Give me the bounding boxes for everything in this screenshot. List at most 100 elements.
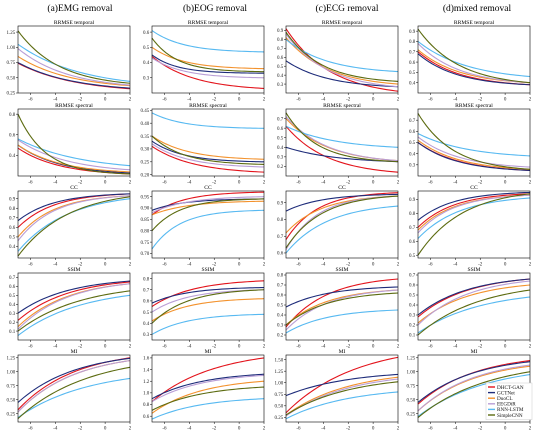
series-line-simplecnn bbox=[285, 292, 399, 326]
y-tick-label: 0.9 bbox=[409, 30, 416, 35]
x-tick-label: 2 bbox=[263, 98, 266, 103]
x-tick-label: -6 bbox=[28, 427, 33, 430]
x-tick-label: -2 bbox=[346, 345, 351, 350]
y-tick-label: 0.9 bbox=[409, 198, 416, 203]
y-tick-label: 0.85 bbox=[140, 218, 149, 223]
x-tick-label: 2 bbox=[529, 263, 532, 268]
series-line-simplecnn bbox=[17, 196, 131, 257]
y-tick-label: 0.6 bbox=[143, 300, 150, 305]
y-tick-label: 0.1 bbox=[9, 330, 16, 335]
x-tick-label: -6 bbox=[28, 345, 33, 350]
series-line-duocl bbox=[17, 55, 131, 87]
y-tick-label: 0.4 bbox=[409, 152, 416, 157]
series-line-duocl bbox=[17, 195, 131, 238]
series-line-dhct-gan bbox=[285, 125, 399, 173]
subplot-title: RRMSE temporal bbox=[188, 20, 229, 26]
series-line-gctnet bbox=[17, 62, 131, 89]
y-tick-label: 0.75 bbox=[140, 241, 149, 246]
series-line-simplecnn bbox=[17, 290, 131, 332]
plot-frame bbox=[285, 190, 399, 259]
series-line-duocl bbox=[285, 289, 399, 326]
plot-frame bbox=[151, 354, 265, 423]
series-line-eegdir bbox=[285, 289, 399, 331]
x-tick-label: -2 bbox=[346, 98, 351, 103]
x-tick-label: -6 bbox=[162, 98, 167, 103]
subplot-2-4: MI0.250.500.751.001.251.50-6-4-202SNR(dB… bbox=[274, 349, 399, 430]
series-line-rnn-lstm bbox=[285, 391, 399, 420]
series-line-simplecnn bbox=[17, 30, 131, 84]
y-tick-label: 0.3 bbox=[277, 156, 284, 161]
y-tick-label: 0.90 bbox=[140, 207, 149, 212]
y-tick-label: 0.4 bbox=[143, 61, 150, 66]
x-tick-label: -2 bbox=[212, 345, 217, 350]
y-tick-label: 0.6 bbox=[409, 284, 416, 289]
subplot-title: CC bbox=[338, 185, 346, 191]
series-line-rnn-lstm bbox=[17, 43, 131, 82]
series-line-simplecnn bbox=[417, 371, 531, 418]
x-tick-label: 0 bbox=[104, 98, 107, 103]
y-tick-label: 1.25 bbox=[6, 31, 15, 36]
y-tick-label: 0.8 bbox=[143, 403, 150, 408]
y-tick-label: 0.4 bbox=[409, 81, 416, 86]
x-tick-label: -6 bbox=[296, 181, 301, 186]
y-tick-label: 0.3 bbox=[409, 164, 416, 169]
x-tick-label: -4 bbox=[453, 427, 458, 430]
x-tick-label: -2 bbox=[346, 427, 351, 430]
x-tick-label: -6 bbox=[296, 98, 301, 103]
series-line-rnn-lstm bbox=[417, 41, 531, 78]
x-tick-label: 2 bbox=[397, 345, 400, 350]
plot-frame bbox=[17, 25, 131, 94]
subplot-1-1: RRMSE spectral 0.20 0.25 0.30 0.35 0.40 0.45 -6… bbox=[140, 103, 265, 186]
series-line-gctnet bbox=[285, 373, 399, 397]
y-tick-label: 1.25 bbox=[6, 356, 15, 361]
plot-frame bbox=[17, 354, 131, 423]
subplot-1-2: CC 0.70 0.75 0.80 0.85 0.90 0.95 -6 -4 -2 0 2 bbox=[140, 185, 265, 268]
y-tick-label: 0.4 bbox=[277, 74, 284, 79]
series-line-eegdir bbox=[17, 48, 131, 86]
x-tick-label: 0 bbox=[504, 263, 507, 268]
y-tick-label: 0.30 bbox=[140, 148, 149, 153]
y-tick-label: 0.8 bbox=[277, 38, 284, 43]
y-tick-label: 0.4 bbox=[143, 322, 150, 327]
y-tick-label: 0.3 bbox=[277, 83, 284, 88]
x-tick-label: -2 bbox=[78, 427, 83, 430]
plot-frame bbox=[417, 25, 531, 94]
y-tick-label: 0.3 bbox=[9, 312, 16, 317]
y-tick-label: 0.95 bbox=[140, 195, 149, 200]
series-line-eegdir bbox=[417, 280, 531, 326]
series-line-rnn-lstm bbox=[285, 205, 399, 254]
series-line-eegdir bbox=[17, 283, 131, 330]
series-line-rnn-lstm bbox=[151, 209, 265, 250]
x-tick-label: -2 bbox=[78, 263, 83, 268]
y-tick-label: 0.6 bbox=[143, 31, 150, 36]
x-tick-label: 0 bbox=[504, 98, 507, 103]
subplot-1-4: MI0.60.81.01.21.41.6-6-4-202SNR(dB) bbox=[143, 349, 266, 430]
y-tick-label: 0.6 bbox=[277, 56, 284, 61]
y-tick-label: 0.6 bbox=[9, 133, 16, 138]
x-tick-label: 0 bbox=[504, 181, 507, 186]
series-line-simplecnn bbox=[285, 31, 399, 82]
x-tick-label: -6 bbox=[428, 263, 433, 268]
y-tick-label: 0.50 bbox=[274, 405, 283, 410]
series-line-rnn-lstm bbox=[417, 296, 531, 334]
y-tick-label: 0.8 bbox=[9, 207, 16, 212]
subplot-title: RRMSE temporal bbox=[454, 20, 495, 26]
legend-label-gctnet: GCTNet bbox=[497, 390, 515, 396]
series-line-duocl bbox=[151, 46, 265, 70]
series-line-duocl bbox=[151, 380, 265, 414]
y-tick-label: 0.5 bbox=[143, 46, 150, 51]
subplot-title: MI bbox=[71, 349, 78, 355]
x-tick-label: 2 bbox=[397, 98, 400, 103]
x-tick-label: -2 bbox=[212, 263, 217, 268]
x-tick-label: -4 bbox=[187, 98, 192, 103]
series-line-duocl bbox=[151, 298, 265, 322]
subplot-2-1: RRMSE spectral 0.2 0.3 0.4 0.5 0.6 0.7 -6 -4 -2 0 2 bbox=[277, 103, 400, 186]
series-line-dhct-gan bbox=[151, 191, 265, 216]
series-line-gctnet bbox=[151, 54, 265, 74]
series-line-gctnet bbox=[285, 193, 399, 212]
x-tick-label: -6 bbox=[162, 345, 167, 350]
y-tick-label: 0.6 bbox=[143, 415, 150, 420]
y-tick-label: 1.00 bbox=[274, 381, 283, 386]
series-line-rnn-lstm bbox=[417, 197, 531, 239]
y-tick-label: 0.7 bbox=[277, 47, 284, 52]
